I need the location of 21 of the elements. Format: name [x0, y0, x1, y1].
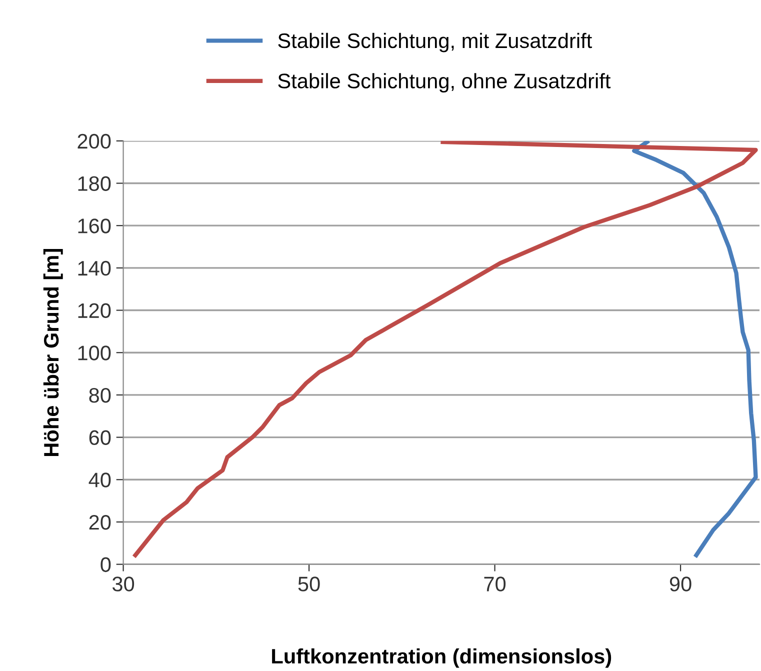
y-tick-label: 120: [78, 303, 111, 318]
y-tick-label: 160: [78, 218, 111, 234]
y-axis-title: Höhe über Grund [m]: [43, 249, 63, 456]
line-series: [632, 140, 758, 558]
x-axis-title: Luftkonzentration (dimensionslos): [272, 648, 612, 668]
y-tick-label: 60: [89, 430, 111, 446]
y-tick-label: 20: [89, 514, 111, 530]
legend-label: Stabile Schichtung, mit Zusatzdrift: [278, 32, 592, 52]
x-tick-label: 50: [298, 576, 320, 592]
x-tick-label: 90: [670, 576, 692, 592]
x-tick-label: 30: [112, 576, 134, 592]
x-tick-label: 70: [484, 576, 506, 592]
y-tick-label: 80: [89, 388, 111, 403]
y-tick-label: 180: [78, 176, 111, 192]
legend-label: Stabile Schichtung, ohne Zusatzdrift: [278, 73, 611, 93]
y-tick-label: 100: [78, 346, 111, 360]
y-tick-label: 40: [88, 472, 111, 488]
y-tick-label: 140: [78, 260, 111, 276]
line-series: [133, 140, 758, 558]
y-tick-label: 0: [100, 557, 111, 572]
y-tick-label: 200: [78, 134, 111, 149]
